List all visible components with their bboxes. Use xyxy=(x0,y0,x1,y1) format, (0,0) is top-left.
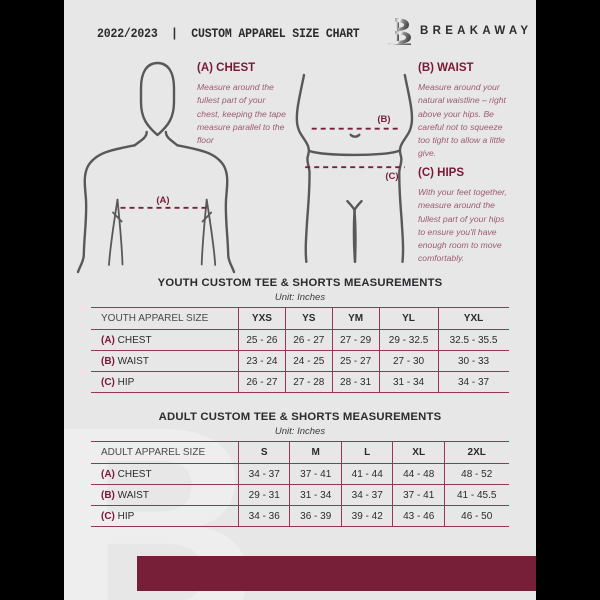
svg-text:(C): (C) xyxy=(385,171,398,182)
svg-text:(B): (B) xyxy=(377,114,390,125)
svg-text:(A): (A) xyxy=(156,195,169,206)
